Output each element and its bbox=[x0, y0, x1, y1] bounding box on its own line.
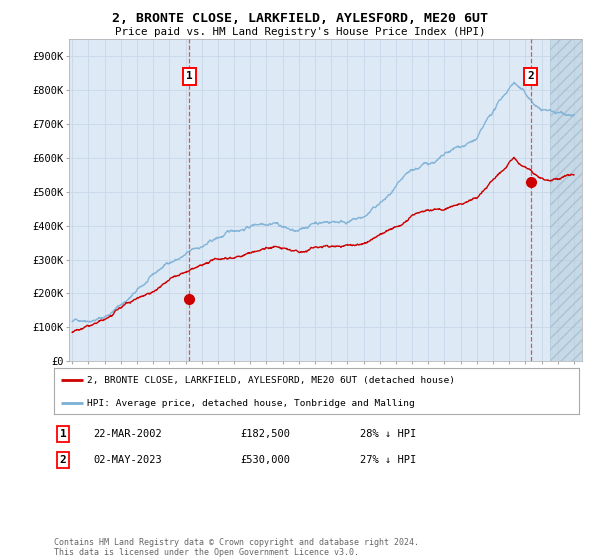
Text: 2: 2 bbox=[527, 72, 534, 82]
Text: 1: 1 bbox=[186, 72, 193, 82]
Bar bbox=[550, 39, 598, 361]
Text: 2, BRONTE CLOSE, LARKFIELD, AYLESFORD, ME20 6UT (detached house): 2, BRONTE CLOSE, LARKFIELD, AYLESFORD, M… bbox=[87, 376, 455, 385]
Text: 28% ↓ HPI: 28% ↓ HPI bbox=[360, 429, 416, 439]
Text: Price paid vs. HM Land Registry's House Price Index (HPI): Price paid vs. HM Land Registry's House … bbox=[115, 27, 485, 37]
Text: 02-MAY-2023: 02-MAY-2023 bbox=[93, 455, 162, 465]
Text: HPI: Average price, detached house, Tonbridge and Malling: HPI: Average price, detached house, Tonb… bbox=[87, 399, 415, 408]
Text: 22-MAR-2002: 22-MAR-2002 bbox=[93, 429, 162, 439]
Text: 2: 2 bbox=[59, 455, 67, 465]
Text: Contains HM Land Registry data © Crown copyright and database right 2024.
This d: Contains HM Land Registry data © Crown c… bbox=[54, 538, 419, 557]
Text: 1: 1 bbox=[59, 429, 67, 439]
Text: £182,500: £182,500 bbox=[240, 429, 290, 439]
Text: £530,000: £530,000 bbox=[240, 455, 290, 465]
Text: 2, BRONTE CLOSE, LARKFIELD, AYLESFORD, ME20 6UT: 2, BRONTE CLOSE, LARKFIELD, AYLESFORD, M… bbox=[112, 12, 488, 25]
Text: 27% ↓ HPI: 27% ↓ HPI bbox=[360, 455, 416, 465]
